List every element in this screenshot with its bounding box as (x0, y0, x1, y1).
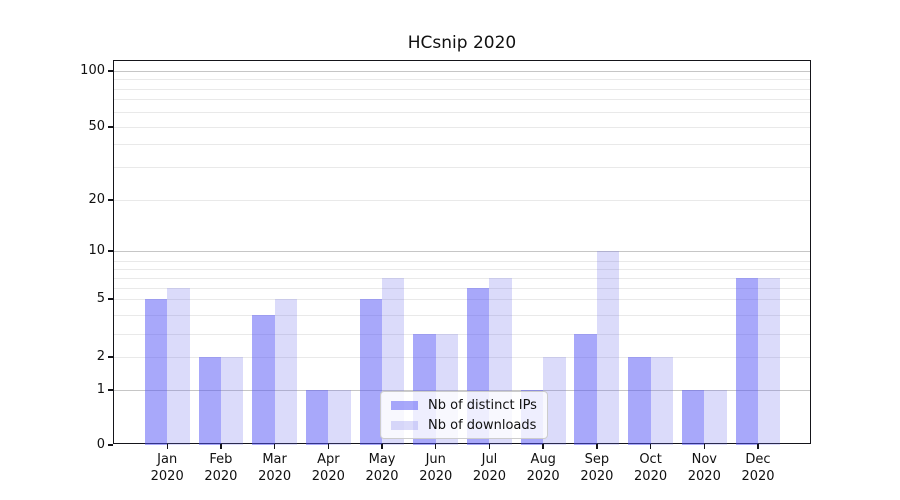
x-tick-mark (542, 444, 544, 449)
y-gridline-major (114, 250, 810, 252)
y-gridline-minor (114, 143, 810, 145)
legend-item-distinct-ips: Nb of distinct IPs (391, 398, 537, 413)
x-tick-mark (327, 444, 330, 449)
x-tick-mark (649, 444, 652, 449)
y-tick-label: 1 (96, 382, 105, 397)
x-tick-mark (757, 444, 759, 449)
y-tick-label: 50 (88, 119, 105, 134)
bar-downloads-jan (167, 288, 190, 445)
x-tick-mark (596, 444, 598, 449)
y-gridline-minor (114, 88, 810, 90)
x-tick-label-may: May 2020 (365, 452, 399, 484)
x-tick-label-jul: Jul 2020 (472, 452, 506, 484)
x-tick-label-sep: Sep 2020 (580, 452, 614, 484)
bar-distinct-ips-dec (735, 278, 758, 445)
bar-downloads-aug (543, 357, 566, 445)
y-tick-mark (108, 126, 113, 128)
y-gridline-minor (114, 268, 810, 270)
y-gridline-minor (114, 298, 810, 300)
bar-distinct-ips-feb (198, 357, 221, 445)
bar-downloads-dec (758, 278, 781, 445)
y-gridline-minor (114, 78, 810, 80)
bar-distinct-ips-mar (252, 315, 275, 445)
y-gridline-minor (114, 199, 810, 201)
legend-label-downloads: Nb of downloads (428, 417, 537, 433)
x-tick-label-feb: Feb 2020 (204, 452, 238, 484)
x-tick-mark (273, 444, 276, 449)
y-gridline-minor (114, 314, 810, 316)
x-tick-label-dec: Dec 2020 (741, 452, 775, 484)
bar-downloads-mar (274, 299, 297, 445)
x-tick-mark (381, 444, 383, 449)
y-tick-mark (108, 298, 113, 300)
x-tick-mark (166, 444, 168, 449)
legend-item-downloads: Nb of downloads (391, 418, 537, 433)
bar-distinct-ips-sep (574, 334, 597, 445)
bar-distinct-ips-oct (628, 357, 651, 445)
y-tick-label: 2 (96, 349, 105, 364)
y-gridline-minor (114, 333, 810, 335)
y-tick-label: 5 (96, 291, 105, 306)
y-tick-label: 0 (96, 437, 105, 452)
x-tick-label-aug: Aug 2020 (526, 452, 560, 484)
chart-title: HCsnip 2020 (407, 33, 517, 53)
x-tick-mark (488, 444, 491, 449)
y-gridline-minor (114, 126, 810, 128)
y-tick-mark (108, 389, 113, 391)
y-tick-mark (108, 356, 113, 358)
x-tick-label-oct: Oct 2020 (634, 452, 668, 484)
y-tick-mark (108, 70, 113, 72)
legend: Nb of distinct IPs Nb of downloads (380, 391, 548, 439)
y-gridline-minor (114, 287, 810, 289)
legend-swatch-distinct-ips (391, 400, 418, 410)
y-gridline-major (114, 389, 810, 391)
legend-label-distinct-ips: Nb of distinct IPs (428, 397, 537, 413)
y-gridline-minor (114, 260, 810, 262)
bar-distinct-ips-may (359, 299, 383, 445)
bar-distinct-ips-nov (681, 390, 705, 445)
y-gridline-major (114, 70, 810, 72)
y-gridline-minor (114, 277, 810, 279)
y-tick-mark (108, 199, 113, 201)
y-tick-mark (108, 444, 113, 446)
y-tick-label: 20 (88, 192, 105, 207)
x-tick-label-apr: Apr 2020 (311, 452, 345, 484)
bar-distinct-ips-jan (144, 299, 168, 445)
x-tick-label-jun: Jun 2020 (419, 452, 453, 484)
bar-downloads-oct (650, 357, 673, 445)
y-tick-label: 100 (80, 63, 105, 78)
y-gridline-minor (114, 356, 810, 358)
x-tick-label-jan: Jan 2020 (150, 452, 184, 484)
bar-distinct-ips-apr (305, 390, 329, 445)
bar-downloads-feb (220, 357, 244, 445)
x-tick-mark (435, 444, 437, 449)
plot-area: Nb of distinct IPs Nb of downloads 100 50… (80, 60, 811, 484)
y-tick-mark (108, 250, 113, 252)
y-gridline-minor (114, 166, 810, 168)
x-tick-label-nov: Nov 2020 (687, 452, 721, 484)
y-tick-label: 10 (88, 243, 105, 258)
x-tick-mark (220, 444, 222, 449)
bar-downloads-nov (704, 390, 727, 445)
y-gridline-minor (114, 98, 810, 100)
bar-downloads-apr (328, 390, 351, 445)
x-tick-mark (703, 444, 705, 449)
bar-downloads-sep (596, 251, 620, 445)
legend-swatch-downloads (391, 420, 418, 430)
x-tick-label-mar: Mar 2020 (258, 452, 292, 484)
y-gridline-minor (114, 111, 810, 113)
